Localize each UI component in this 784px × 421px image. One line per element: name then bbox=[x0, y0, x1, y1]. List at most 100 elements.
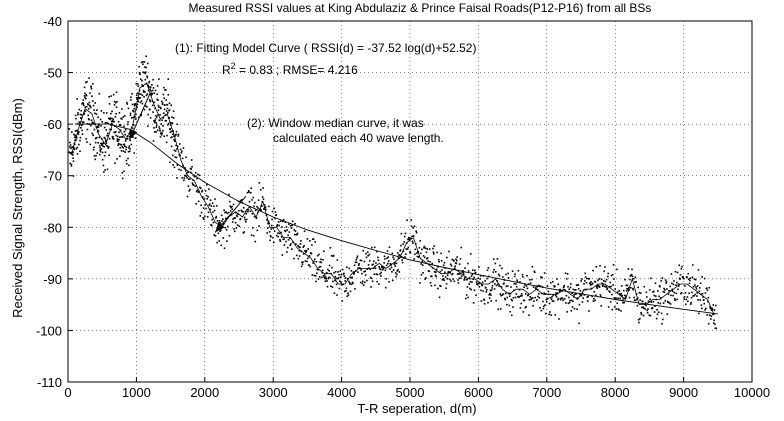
rssi-point bbox=[279, 220, 282, 223]
rssi-point bbox=[478, 282, 481, 285]
rssi-point bbox=[453, 280, 456, 283]
rssi-point bbox=[409, 250, 411, 253]
rssi-point bbox=[151, 84, 153, 86]
rssi-point bbox=[378, 267, 381, 270]
rssi-point bbox=[671, 288, 674, 291]
rssi-point bbox=[103, 136, 106, 139]
rssi-point bbox=[294, 222, 296, 225]
rssi-point bbox=[433, 271, 436, 273]
rssi-point bbox=[406, 248, 409, 250]
rssi-point bbox=[575, 288, 577, 291]
rssi-point bbox=[90, 119, 93, 122]
rssi-point bbox=[475, 294, 477, 297]
rssi-point bbox=[684, 285, 686, 287]
rssi-point bbox=[578, 303, 581, 306]
y-tick-label: -80 bbox=[43, 220, 62, 235]
rssi-point bbox=[270, 228, 273, 230]
rssi-point bbox=[111, 120, 114, 122]
rssi-point bbox=[204, 215, 206, 218]
rssi-point bbox=[100, 142, 102, 145]
rssi-point bbox=[370, 286, 372, 288]
rssi-point bbox=[650, 277, 652, 280]
rssi-point bbox=[271, 218, 273, 221]
rssi-point bbox=[89, 105, 92, 108]
rssi-point bbox=[645, 291, 648, 294]
rssi-point bbox=[306, 260, 308, 263]
rssi-point bbox=[355, 259, 358, 261]
rssi-point bbox=[171, 116, 173, 119]
rssi-point bbox=[691, 264, 694, 266]
rssi-point bbox=[508, 292, 510, 295]
rssi-point bbox=[304, 250, 306, 252]
rssi-point bbox=[505, 273, 507, 276]
rssi-point bbox=[73, 146, 75, 149]
rssi-point bbox=[87, 108, 90, 110]
rssi-point bbox=[154, 107, 156, 110]
rssi-point bbox=[79, 113, 82, 116]
rssi-point bbox=[394, 272, 397, 274]
rssi-point bbox=[134, 116, 136, 118]
rssi-point bbox=[626, 287, 628, 290]
annotations: (1): Fitting Model Curve ( RSSI(d) = -37… bbox=[129, 41, 476, 233]
rssi-point bbox=[258, 182, 261, 184]
rssi-point bbox=[434, 284, 436, 287]
rssi-point bbox=[582, 297, 584, 299]
rssi-point bbox=[181, 157, 184, 160]
rssi-point bbox=[432, 251, 435, 254]
rssi-point bbox=[646, 311, 649, 314]
rssi-point bbox=[199, 186, 201, 189]
rssi-point bbox=[153, 92, 156, 94]
rssi-point bbox=[317, 268, 319, 271]
rssi-point bbox=[382, 268, 384, 271]
rssi-point bbox=[371, 264, 374, 266]
rssi-point bbox=[542, 307, 545, 310]
rssi-point bbox=[447, 270, 450, 273]
rssi-point bbox=[518, 296, 520, 298]
rssi-point bbox=[235, 211, 237, 214]
rssi-point bbox=[653, 311, 656, 313]
rssi-point bbox=[83, 112, 85, 114]
rssi-point bbox=[136, 98, 138, 100]
rssi-point bbox=[461, 271, 464, 273]
rssi-point bbox=[579, 290, 582, 292]
rssi-point bbox=[608, 290, 610, 292]
rssi-point bbox=[163, 97, 165, 99]
rssi-point bbox=[156, 98, 158, 101]
rssi-point bbox=[539, 285, 542, 288]
rssi-point bbox=[167, 93, 170, 96]
rssi-point bbox=[672, 294, 674, 297]
rssi-point bbox=[84, 96, 86, 99]
median-annotation-line1: (2): Window median curve, it was bbox=[247, 116, 424, 130]
rssi-point bbox=[132, 136, 134, 139]
rssi-point bbox=[314, 275, 317, 277]
rssi-point bbox=[487, 267, 490, 269]
rssi-point bbox=[623, 301, 626, 304]
rssi-point bbox=[225, 229, 228, 231]
rssi-point bbox=[70, 163, 73, 166]
rssi-point bbox=[671, 290, 674, 293]
rssi-point bbox=[281, 226, 283, 228]
rssi-point bbox=[263, 207, 266, 210]
rssi-point bbox=[480, 300, 483, 302]
rssi-point bbox=[165, 141, 168, 144]
rssi-point bbox=[197, 173, 199, 176]
rssi-point bbox=[215, 215, 218, 218]
rssi-point bbox=[253, 215, 256, 218]
rssi-point bbox=[268, 205, 270, 208]
rssi-point bbox=[610, 274, 613, 277]
rssi-point bbox=[100, 110, 103, 112]
rssi-point bbox=[419, 240, 422, 242]
rssi-point bbox=[278, 224, 280, 227]
rssi-point bbox=[136, 106, 138, 108]
rssi-point bbox=[429, 281, 432, 284]
rssi-point bbox=[121, 108, 123, 110]
rssi-point bbox=[106, 122, 108, 124]
rssi-point bbox=[311, 238, 314, 240]
rssi-point bbox=[446, 256, 448, 259]
rssi-point bbox=[324, 280, 327, 282]
r2-rest: = 0.83 ; RMSE= 4.216 bbox=[236, 63, 358, 77]
rssi-point bbox=[255, 217, 258, 220]
rssi-point bbox=[522, 311, 525, 313]
rssi-point bbox=[595, 266, 598, 268]
rssi-point bbox=[609, 301, 612, 303]
